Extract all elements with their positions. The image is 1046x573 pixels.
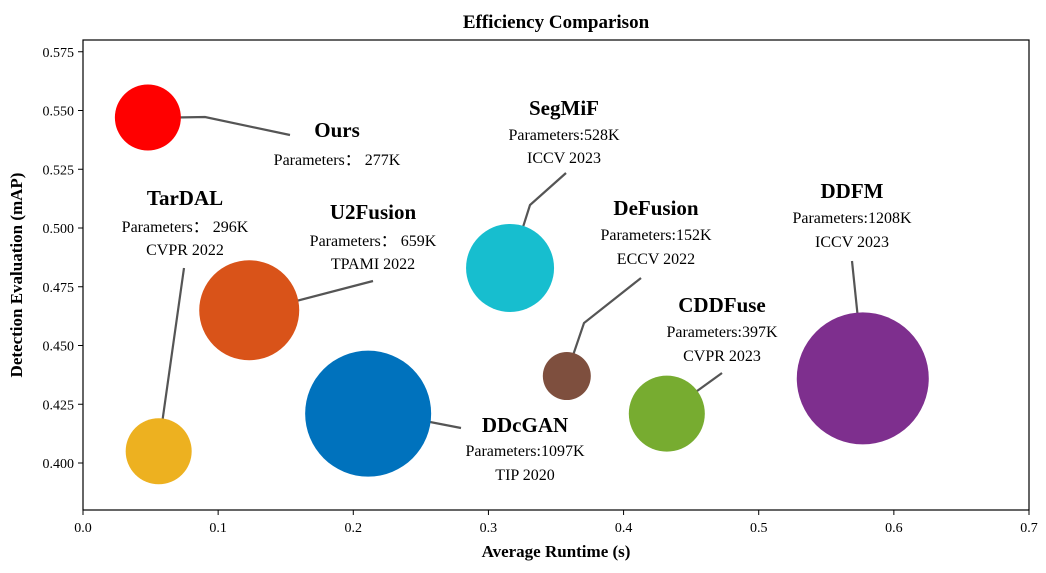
x-tick-label: 0.1 xyxy=(209,521,227,536)
label-ddfm-info: ICCV 2023 xyxy=(815,234,889,251)
bubble-tardal xyxy=(125,418,192,485)
label-defusion: DeFusion xyxy=(613,196,699,220)
bubble-ours xyxy=(114,84,181,151)
label-ddcgan-info: TIP 2020 xyxy=(495,467,554,484)
x-axis-title: Average Runtime (s) xyxy=(482,542,631,561)
label-ours-info: Parameters： 277K xyxy=(274,152,401,169)
x-tick-label: 0.7 xyxy=(1020,521,1038,536)
x-tick-label: 0.4 xyxy=(615,521,633,536)
y-tick-label: 0.525 xyxy=(43,163,75,178)
x-tick-label: 0.2 xyxy=(345,521,363,536)
label-tardal-info: Parameters： 296K xyxy=(122,219,249,236)
y-tick-label: 0.425 xyxy=(43,398,75,413)
y-tick-label: 0.450 xyxy=(43,340,75,355)
label-tardal-info: CVPR 2022 xyxy=(146,242,224,259)
y-tick-label: 0.400 xyxy=(43,457,75,472)
label-defusion-info: Parameters:152K xyxy=(600,227,712,244)
label-segmif-info: Parameters:528K xyxy=(508,127,620,144)
label-ddfm: DDFM xyxy=(821,179,884,203)
bubble-cddfuse xyxy=(628,375,705,452)
bubble-ddcgan xyxy=(305,350,432,477)
label-segmif-info: ICCV 2023 xyxy=(527,150,601,167)
y-tick-label: 0.500 xyxy=(43,222,75,237)
label-ddcgan: DDcGAN xyxy=(482,413,568,437)
bubble-layer xyxy=(114,84,929,485)
label-defusion-info: ECCV 2022 xyxy=(617,251,695,268)
axes-layer: 0.0 0.1 0.2 0.3 0.4 0.5 0.6 0.7 0.400 0.425 0.450 0… xyxy=(43,39,1038,536)
label-ours: Ours xyxy=(314,118,360,142)
chart-title: Efficiency Comparison xyxy=(463,12,650,33)
y-axis-title: Detection Evaluation (mAP) xyxy=(7,173,26,378)
label-u2fusion-info: TPAMI 2022 xyxy=(331,256,415,273)
label-ddcgan-info: Parameters:1097K xyxy=(465,443,585,460)
x-tick-label: 0.3 xyxy=(480,521,498,536)
x-tick-label: 0.5 xyxy=(750,521,768,536)
label-ddfm-info: Parameters:1208K xyxy=(792,210,912,227)
plot-frame xyxy=(82,39,1030,511)
y-tick-label: 0.575 xyxy=(43,46,75,61)
bubble-defusion xyxy=(542,352,591,401)
bubble-ddfm xyxy=(796,312,929,445)
y-tick-label: 0.550 xyxy=(43,105,75,120)
bubble-segmif xyxy=(466,223,555,312)
label-cddfuse-info: CVPR 2023 xyxy=(683,348,761,365)
x-tick-label: 0.6 xyxy=(885,521,903,536)
label-u2fusion: U2Fusion xyxy=(330,200,417,224)
bubble-u2fusion xyxy=(199,260,300,361)
x-tick-label: 0.0 xyxy=(74,521,92,536)
label-cddfuse-info: Parameters:397K xyxy=(666,324,778,341)
connector-layer xyxy=(145,115,866,453)
label-u2fusion-info: Parameters： 659K xyxy=(310,233,437,250)
annotation-layer: Ours Parameters： 277K TarDAL Parameters： 29… xyxy=(122,96,912,484)
label-tardal: TarDAL xyxy=(147,186,223,210)
y-tick-label: 0.475 xyxy=(43,281,75,296)
label-cddfuse: CDDFuse xyxy=(678,293,766,317)
label-segmif: SegMiF xyxy=(529,96,599,120)
